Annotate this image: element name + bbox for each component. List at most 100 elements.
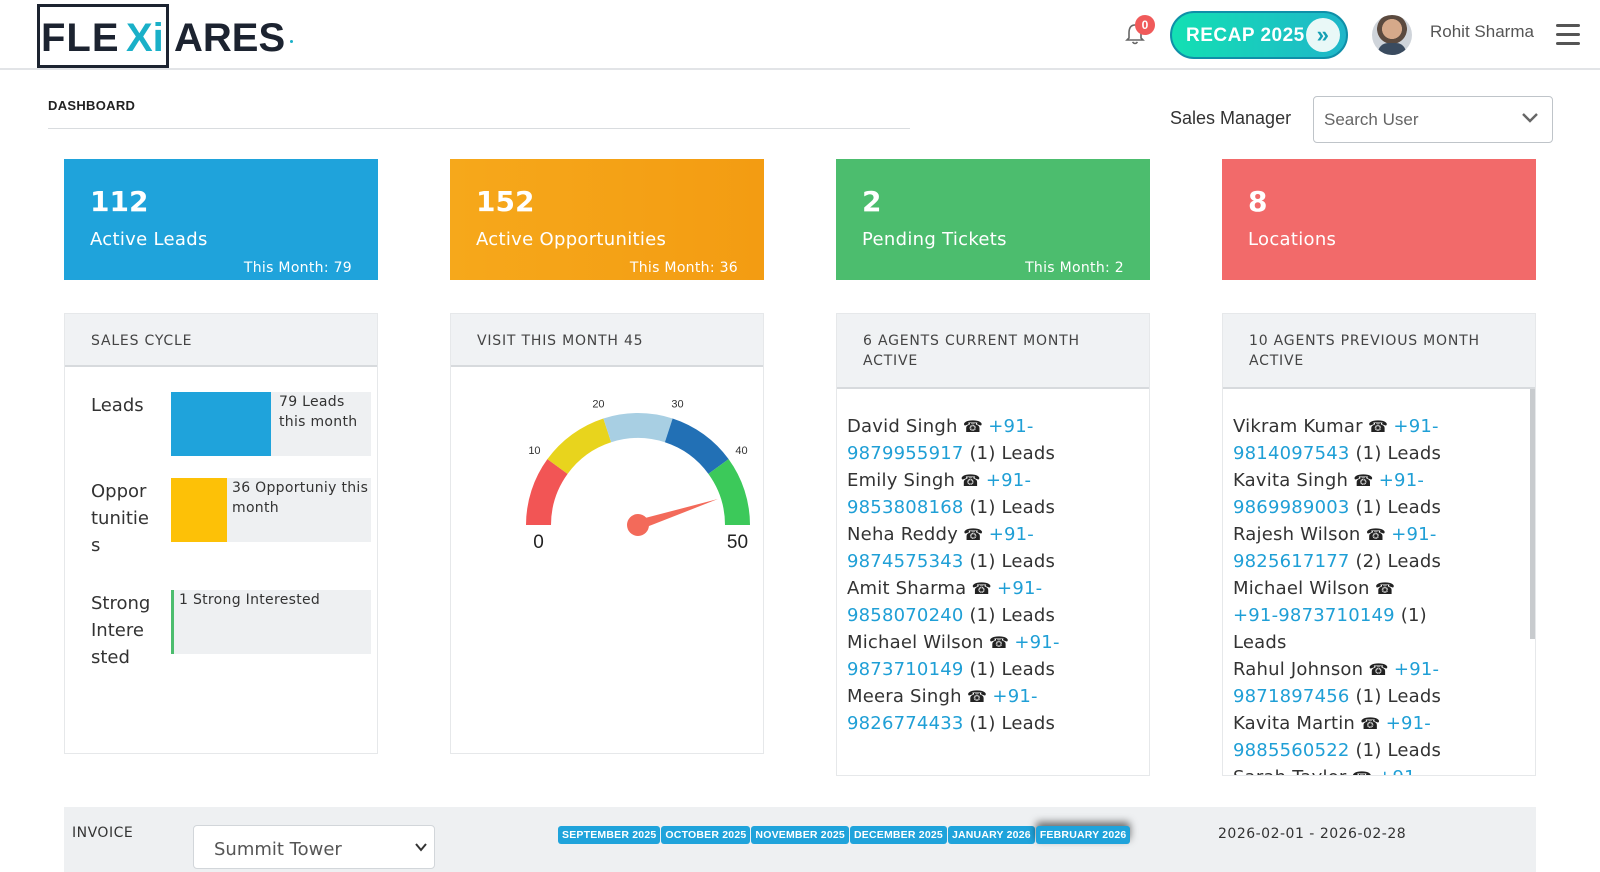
gauge-tick-label: 20 xyxy=(592,398,604,410)
phone-icon: ☎ xyxy=(1348,471,1379,490)
gauge-tick-label: 40 xyxy=(735,445,747,457)
agent-leads: (1) Leads xyxy=(963,443,1056,464)
agent-phone-link[interactable]: +91-9873710149 xyxy=(1233,605,1395,626)
month-tab[interactable]: OCTOBER 2025 xyxy=(661,826,751,844)
agent-item: Emily Singh ☎ +91-9853808168 (1) Leads xyxy=(847,467,1137,521)
active-leads-card[interactable]: 112 Active Leads This Month: 79 xyxy=(64,159,378,280)
agent-leads: (1) Leads xyxy=(1233,605,1427,653)
title-divider xyxy=(48,128,910,129)
agent-phone-link[interactable]: +91-9826774433 xyxy=(847,686,1038,734)
sales-manager-label: Sales Manager xyxy=(1170,108,1292,128)
locations-card[interactable]: 8 Locations xyxy=(1222,159,1536,280)
agent-phone-link[interactable]: +91-9825617177 xyxy=(1233,524,1437,572)
agent-name: Sarah Taylor xyxy=(1233,767,1347,775)
phone-icon: ☎ xyxy=(1347,768,1378,775)
active-opportunities-card[interactable]: 152 Active Opportunities This Month: 36 xyxy=(450,159,764,280)
phone-icon: ☎ xyxy=(957,525,989,544)
agent-item: Kavita Martin ☎ +91-9885560522 (1) Leads xyxy=(1233,710,1443,764)
location-select[interactable]: Summit Tower xyxy=(193,825,435,869)
agent-name: Meera Singh xyxy=(847,686,962,707)
date-range: 2026-02-01 - 2026-02-28 xyxy=(1218,826,1407,842)
previous-month-agents-panel: 10 AGENTS PREVIOUS MONTH ACTIVE Vikram K… xyxy=(1222,313,1536,776)
agent-name: David Singh xyxy=(847,416,958,437)
month-tab[interactable]: JANUARY 2026 xyxy=(947,826,1035,844)
agent-list: Vikram Kumar ☎ +91-9814097543 (1) Leads K… xyxy=(1233,413,1443,775)
agent-leads: (1) Leads xyxy=(1349,497,1442,518)
agent-leads: (1) Leads xyxy=(1349,740,1442,761)
svg-text:ARES: ARES xyxy=(174,16,285,60)
agent-phone-link[interactable]: +91-9871897456 xyxy=(1233,659,1440,707)
progress-fill xyxy=(171,478,227,542)
recap-2025-button[interactable]: RECAP 2025 » xyxy=(1170,11,1348,59)
agent-item: Michael Wilson ☎ +91-9873710149 (1) Lead… xyxy=(1233,575,1443,656)
flexiares-logo[interactable]: FLE Xi ARES xyxy=(37,4,293,68)
row-label: Strong Interested xyxy=(91,593,151,668)
page-title: DASHBOARD xyxy=(48,98,136,113)
logo-dot xyxy=(290,40,293,43)
agent-phone-link[interactable]: +91-9879955917 xyxy=(847,416,1034,464)
agent-leads: (1) Leads xyxy=(963,551,1056,572)
stat-value: 152 xyxy=(476,185,535,218)
progress-text: 79 Leads this month xyxy=(279,394,358,430)
stat-label: Active Opportunities xyxy=(476,229,667,250)
gauge-band xyxy=(526,459,568,525)
logo-wordmark: FLE Xi ARES xyxy=(41,16,285,60)
phone-icon: ☎ xyxy=(957,417,989,436)
month-tab[interactable]: SEPTEMBER 2025 xyxy=(558,826,661,844)
user-name[interactable]: Rohit Sharma xyxy=(1430,22,1534,41)
month-tab[interactable]: FEBRUARY 2026 xyxy=(1035,826,1131,844)
agent-leads: (1) Leads xyxy=(963,497,1056,518)
visit-gauge: 10 20 30 40 0 50 xyxy=(526,398,750,553)
invoice-bar: INVOICE Summit Tower SEPTEMBER 2025 OCTOB… xyxy=(64,807,1536,872)
agent-phone-link[interactable]: +91-9873710149 xyxy=(847,632,1060,680)
agent-name: Rahul Johnson xyxy=(1233,659,1364,680)
double-chevron-right-icon: » xyxy=(1306,18,1340,52)
agent-name: Kavita Martin xyxy=(1233,713,1356,734)
progress-bar: 1 Strong Interested xyxy=(171,590,371,654)
agent-phone-link[interactable]: +91-9869989003 xyxy=(1233,470,1425,518)
panel-title: VISIT THIS MONTH 45 xyxy=(451,314,763,367)
panel-title: SALES CYCLE xyxy=(65,314,377,367)
phone-icon: ☎ xyxy=(1360,525,1392,544)
progress-bar: 79 Leads this month xyxy=(171,392,371,456)
agent-name: Kavita Singh xyxy=(1233,470,1349,491)
chevron-down-icon xyxy=(414,840,428,858)
month-tabs: SEPTEMBER 2025 OCTOBER 2025 NOVEMBER 2025 D… xyxy=(558,826,1131,844)
phone-icon: ☎ xyxy=(966,579,998,598)
pending-tickets-card[interactable]: 2 Pending Tickets This Month: 2 xyxy=(836,159,1150,280)
gauge-band xyxy=(603,413,673,443)
chevron-down-icon xyxy=(1520,107,1540,132)
agent-item: Kavita Singh ☎ +91-9869989003 (1) Leads xyxy=(1233,467,1443,521)
agent-phone-link[interactable]: +91-9858070240 xyxy=(847,578,1043,626)
top-bar: FLE Xi ARES 0 RECAP 2025 » Rohit Sharma xyxy=(0,0,1600,70)
agent-item: Meera Singh ☎ +91-9826774433 (1) Leads xyxy=(847,683,1137,737)
agent-phone-link[interactable]: +91-9853808168 xyxy=(847,470,1032,518)
agent-item: Sarah Taylor ☎ +91- xyxy=(1233,764,1443,775)
agent-name: Amit Sharma xyxy=(847,578,967,599)
search-user-select[interactable]: Search User xyxy=(1313,96,1553,143)
progress-bar: 36 Opportuniy this month xyxy=(171,478,371,542)
agent-phone-link[interactable]: +91-9874575343 xyxy=(847,524,1034,572)
avatar[interactable] xyxy=(1372,15,1412,55)
month-tab[interactable]: NOVEMBER 2025 xyxy=(751,826,849,844)
stat-label: Locations xyxy=(1248,229,1337,250)
stat-value: 2 xyxy=(862,185,882,218)
gauge-band xyxy=(708,459,750,525)
agent-name: Rajesh Wilson xyxy=(1233,524,1361,545)
agent-item: Amit Sharma ☎ +91-9858070240 (1) Leads xyxy=(847,575,1137,629)
stat-value: 8 xyxy=(1248,185,1268,218)
month-tab[interactable]: DECEMBER 2025 xyxy=(849,826,947,844)
agent-name: Neha Reddy xyxy=(847,524,958,545)
current-month-agents-panel: 6 AGENTS CURRENT MONTH ACTIVE David Sing… xyxy=(836,313,1150,776)
scrollbar[interactable] xyxy=(1530,389,1535,639)
progress-fill xyxy=(171,392,271,456)
agent-item: Michael Wilson ☎ +91-9873710149 (1) Lead… xyxy=(847,629,1137,683)
agent-phone-link[interactable]: +91- xyxy=(1377,767,1422,775)
agent-phone-link[interactable]: +91-9814097543 xyxy=(1233,416,1439,464)
agent-phone-link[interactable]: +91-9885560522 xyxy=(1233,713,1432,761)
hamburger-menu-icon[interactable] xyxy=(1556,24,1580,45)
gauge-band xyxy=(547,418,612,474)
gauge-range-label: 50 xyxy=(727,532,748,553)
agent-name: Vikram Kumar xyxy=(1233,416,1363,437)
agent-item: David Singh ☎ +91-9879955917 (1) Leads xyxy=(847,413,1137,467)
